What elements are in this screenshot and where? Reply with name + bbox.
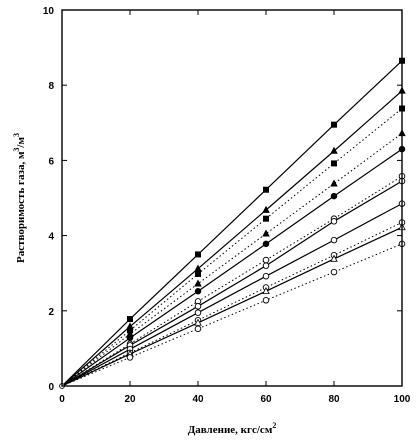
data-point [126,334,134,342]
series-6 [61,177,406,387]
data-point [330,236,338,244]
series-line [61,148,403,387]
y-tick-label: 2 [48,307,54,318]
series-line [61,221,403,387]
data-point [262,205,270,213]
data-point [126,354,134,361]
series-line [61,226,403,387]
data-point [262,297,270,304]
series-8 [61,219,406,387]
data-point [194,270,201,277]
y-tick-label: 0 [48,382,54,393]
series-7 [61,200,406,387]
series-10 [61,240,406,387]
data-point [330,179,338,187]
series-1 [61,86,406,387]
x-tick-label: 100 [394,394,411,405]
series-line [61,108,403,387]
data-point [194,303,202,310]
series-2 [61,105,405,387]
data-point [262,229,270,237]
series-layer [59,57,406,389]
data-point [330,192,338,200]
data-point [127,316,134,323]
x-tick-label: 60 [260,394,272,405]
data-point [262,286,270,295]
ticks-layer: 0 20 40 60 80 100 0 2 4 6 8 10 [43,6,411,405]
y-tick-label: 4 [48,232,54,243]
data-point [262,272,270,280]
series-0 [61,57,405,387]
data-point [330,268,338,276]
data-point [194,279,202,287]
y-tick-label: 8 [48,81,54,92]
x-tick-label: 40 [192,394,204,405]
series-line [61,175,403,387]
data-point [262,186,269,193]
x-tick-label: 80 [328,394,340,405]
data-point [194,309,202,316]
series-3 [61,129,406,387]
data-point [262,240,270,248]
series-line [61,243,403,387]
x-tick-label: 0 [59,394,65,405]
series-line [61,203,403,387]
data-point [262,262,270,269]
y-tick-label: 6 [48,156,54,167]
x-tick-label: 20 [124,394,136,405]
x-axis-label: Давление, кгс/см2 [188,421,277,436]
series-line [61,90,403,387]
series-9 [61,223,406,387]
data-point [262,256,270,264]
data-point [330,146,338,154]
data-point [330,160,337,167]
series-line [61,132,403,387]
data-point [330,254,338,262]
series-line [61,60,403,387]
data-point [194,287,202,295]
plot-frame [61,9,403,387]
series-line [61,180,403,387]
data-point [330,218,338,225]
series-5 [61,172,406,387]
data-point [194,325,202,333]
data-point [262,215,269,222]
data-point [194,251,201,258]
data-point [330,121,337,128]
series-4 [61,145,406,387]
data-point [194,318,202,326]
y-axis-label: Растворимость газа, м3/м3 [12,133,27,263]
y-tick-label: 10 [43,6,55,17]
